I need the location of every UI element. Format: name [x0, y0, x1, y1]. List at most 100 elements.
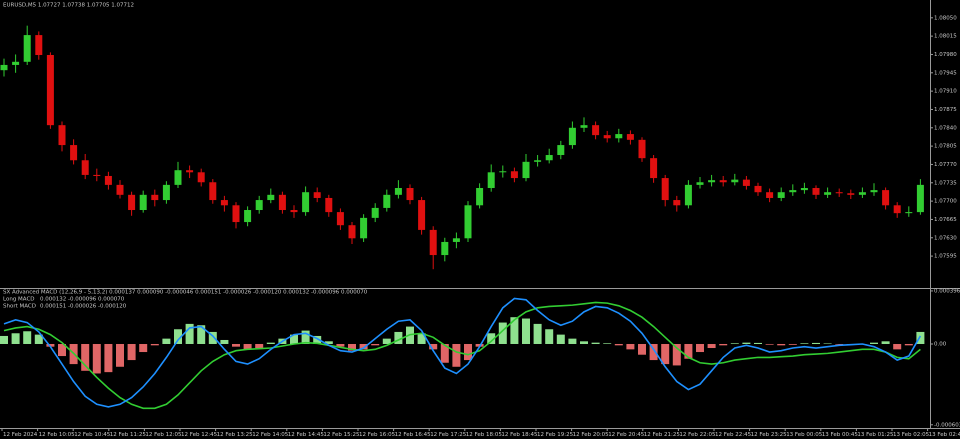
legend-name: Long MACD — [3, 297, 35, 303]
candle-body — [893, 205, 901, 214]
histogram-bar — [672, 343, 681, 366]
candle-body — [661, 178, 669, 201]
histogram-bar — [649, 343, 658, 361]
candle-body — [650, 158, 658, 179]
y-tick-label: 1.07595 — [934, 254, 957, 260]
y-tick-label: 1.08015 — [934, 34, 957, 40]
histogram-bar — [812, 342, 820, 344]
candle-body — [800, 188, 808, 191]
histogram-bar — [881, 341, 890, 344]
candle-body — [638, 139, 646, 159]
histogram-bar — [220, 339, 229, 344]
histogram-bar — [893, 343, 902, 350]
histogram-bar — [696, 343, 704, 353]
x-tick-label: 12 Feb 12:05 — [145, 432, 182, 438]
candle-body — [592, 125, 600, 136]
candle-body — [708, 180, 716, 183]
candle-body — [870, 190, 878, 193]
y-tick-label: 1.08050 — [934, 15, 957, 21]
candle-body — [615, 134, 623, 139]
candle-body — [766, 192, 774, 198]
candle-body — [371, 207, 379, 218]
histogram-bar — [580, 341, 588, 344]
x-tick-label: 12 Feb 23:25 — [751, 432, 788, 438]
x-tick-label: 12 Feb 16:45 — [395, 432, 432, 438]
candle-body — [847, 193, 855, 195]
candle-body — [0, 64, 8, 71]
x-tick-label: 12 Feb 15:25 — [323, 432, 360, 438]
macd-line — [3, 301, 921, 410]
histogram-bar — [81, 343, 90, 371]
histogram-bar — [255, 343, 264, 349]
histogram-bar — [556, 334, 565, 344]
histogram-bar — [371, 343, 380, 346]
candle-body — [104, 175, 112, 185]
histogram-bar — [522, 318, 530, 344]
histogram-bar — [104, 343, 113, 373]
histogram-bar — [266, 342, 275, 344]
candle-body — [336, 212, 344, 226]
candle-body — [348, 225, 356, 239]
x-tick-label: 12 Feb 12:45 — [181, 432, 218, 438]
x-tick-label: 12 Feb 10:45 — [74, 432, 111, 438]
candle-body — [499, 171, 507, 173]
candle-body — [742, 179, 750, 186]
x-tick-label: 12 Feb 20:45 — [608, 432, 645, 438]
histogram-bar — [185, 323, 194, 344]
histogram-bar — [835, 343, 844, 345]
histogram-bar — [777, 343, 786, 346]
y-tick-label: 1.07735 — [934, 180, 957, 186]
y-tick-label: 0.000396 — [934, 288, 960, 294]
histogram-bar — [11, 333, 20, 344]
histogram-bar — [208, 331, 217, 344]
histogram-bar — [765, 343, 774, 345]
y-tick-label: 1.07945 — [934, 70, 957, 76]
candle-body — [673, 200, 681, 206]
histogram-bar — [46, 343, 55, 347]
x-tick-label: 12 Feb 18:05 — [466, 432, 503, 438]
candle-body — [139, 194, 147, 211]
candle-body — [35, 35, 43, 55]
candle-body — [151, 194, 159, 201]
candle-body — [162, 184, 170, 201]
x-tick-label: 12 Feb 13:25 — [217, 432, 254, 438]
x-tick-label: 12 Feb 22:05 — [679, 432, 716, 438]
candle-body — [232, 205, 240, 223]
histogram-bar — [568, 338, 577, 344]
x-tick-label: 13 Feb 00:05 — [786, 432, 823, 438]
x-tick-label: 13 Feb 00:45 — [822, 432, 859, 438]
x-tick-label: 13 Feb 01:25 — [857, 432, 894, 438]
candle-body — [464, 205, 472, 239]
x-tick-label: 12 Feb 19:25 — [537, 432, 574, 438]
histogram-bar — [545, 329, 554, 344]
y-tick-label: 1.07700 — [934, 199, 957, 205]
histogram-bar — [336, 343, 345, 347]
candle-body — [12, 61, 20, 65]
y-tick-label: 0.00 — [934, 341, 947, 347]
candle-body — [23, 35, 31, 62]
histogram-bar — [510, 317, 519, 344]
indicator-title: SX Advanced MACD (12,26,9 - 5,13,2) 0.00… — [3, 290, 368, 296]
histogram-bar — [800, 343, 809, 344]
histogram-bar — [591, 342, 600, 344]
histogram-bar — [92, 343, 101, 374]
candle-body — [510, 171, 518, 179]
candle-body — [719, 180, 727, 183]
y-tick-label: 1.07910 — [934, 89, 957, 95]
histogram-bar — [23, 331, 32, 344]
histogram-bar — [498, 322, 507, 344]
histogram-bar — [452, 343, 461, 367]
candle-body — [441, 241, 449, 256]
candle-body — [302, 192, 310, 213]
histogram-bar — [348, 343, 356, 351]
histogram-bar — [0, 335, 8, 344]
candle-body — [220, 200, 228, 206]
x-tick-label: 12 Feb 21:25 — [644, 432, 681, 438]
candle-body — [476, 188, 484, 206]
histogram-bar — [870, 342, 878, 344]
candle-body — [429, 229, 437, 256]
candle-body — [209, 182, 217, 201]
histogram-bar — [916, 331, 925, 344]
